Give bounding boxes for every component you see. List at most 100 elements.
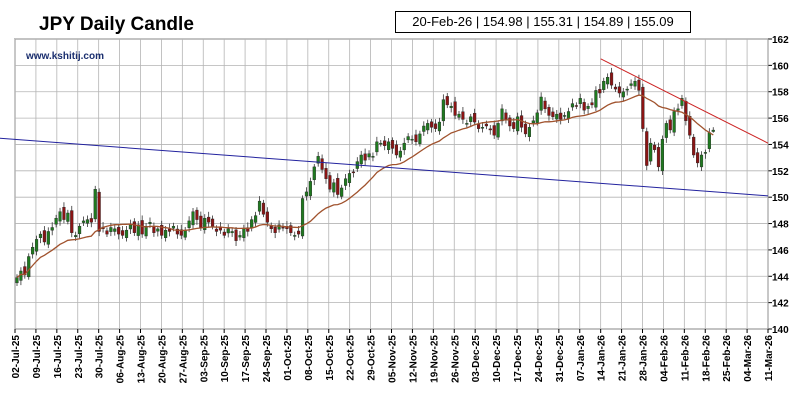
candle-body — [410, 138, 414, 141]
candle-body — [430, 121, 434, 128]
candle-body — [539, 96, 543, 111]
candle-body — [590, 102, 594, 106]
candle-body — [281, 226, 285, 229]
candle-body — [304, 191, 309, 197]
x-tick-label: 02-Jul-25 — [11, 335, 22, 379]
candle-body — [332, 182, 336, 193]
candle-body — [684, 100, 688, 121]
candle-body — [613, 86, 618, 90]
x-tick-label: 01-Oct-25 — [283, 335, 294, 381]
x-tick-label: 28-Jan-26 — [639, 335, 650, 382]
y-tick-label: 148 — [772, 220, 789, 231]
candle-body — [191, 211, 195, 226]
candle-body — [555, 113, 559, 120]
candle-body — [54, 218, 58, 225]
candle-body — [473, 112, 477, 123]
candle-body — [680, 98, 684, 106]
candle-body — [570, 103, 575, 108]
candle-body — [625, 88, 629, 91]
candle-body — [148, 222, 152, 224]
candle-body — [621, 91, 625, 98]
candle-body — [394, 144, 398, 156]
candle-body — [199, 215, 203, 228]
candle-body — [250, 219, 254, 229]
candle-body — [457, 113, 461, 118]
candle-body — [70, 210, 74, 233]
candle-body — [164, 229, 168, 238]
candle-body — [308, 181, 312, 197]
x-tick-label: 15-Oct-25 — [325, 335, 336, 381]
candle-body — [418, 133, 422, 144]
x-tick-label: 18-Feb-26 — [701, 335, 712, 382]
candle-body — [527, 127, 531, 137]
candle-body — [85, 219, 89, 224]
candle-body — [336, 178, 340, 195]
candle-body — [559, 112, 563, 120]
candle-body — [512, 122, 516, 129]
x-tick-label: 29-Oct-25 — [367, 335, 378, 381]
moving-average-line — [16, 94, 714, 279]
candle-body — [242, 228, 246, 238]
candle-body — [144, 225, 148, 237]
x-tick-label: 06-Aug-25 — [116, 335, 127, 384]
candle-body — [34, 239, 39, 252]
candle-body — [504, 112, 508, 120]
candle-body — [179, 229, 183, 236]
candle-body — [433, 123, 438, 129]
candle-body — [347, 173, 352, 183]
candle-body — [50, 227, 54, 231]
x-tick-label: 14-Jan-26 — [597, 335, 608, 382]
candle-body — [656, 147, 661, 168]
candle-body — [152, 226, 156, 233]
support-trendline — [0, 137, 769, 197]
candle-body — [649, 142, 653, 162]
candle-body — [203, 218, 207, 231]
candle-body — [128, 224, 133, 230]
candle-body — [230, 231, 234, 234]
candle-body — [629, 83, 633, 86]
x-tick-label: 03-Sep-25 — [199, 335, 210, 383]
x-tick-label: 22-Oct-25 — [346, 335, 357, 381]
x-tick-label: 03-Dec-25 — [471, 335, 482, 383]
candle-body — [492, 125, 496, 136]
candle-body — [124, 229, 129, 238]
candle-body — [449, 106, 453, 108]
candle-body — [390, 140, 395, 149]
x-tick-label: 31-Dec-25 — [555, 335, 566, 383]
x-tick-label: 04-Feb-26 — [659, 335, 670, 382]
x-tick-label: 12-Nov-25 — [408, 335, 419, 383]
candle-body — [660, 138, 664, 172]
candle-body — [183, 229, 187, 238]
last-bar-readout: 20-Feb-26 | 154.98 | 155.31 | 154.89 | 1… — [395, 11, 691, 33]
candle-body — [265, 211, 269, 223]
candle-body — [343, 178, 348, 186]
y-tick-label: 152 — [772, 167, 789, 178]
x-tick-label: 25-Feb-26 — [722, 335, 733, 382]
candle-body — [340, 187, 344, 197]
candle-body — [508, 117, 512, 127]
candle-body — [78, 225, 82, 235]
x-tick-label: 08-Oct-25 — [304, 335, 315, 381]
x-tick-label: 20-Aug-25 — [157, 335, 168, 384]
candle-body — [273, 227, 277, 233]
candle-body — [703, 152, 707, 154]
chart-title: JPY Daily Candle — [39, 14, 194, 35]
candle-body — [496, 123, 500, 138]
x-tick-label: 05-Nov-25 — [388, 335, 399, 383]
candle-body — [214, 228, 219, 232]
candle-body — [574, 105, 578, 107]
candle-body — [293, 235, 297, 237]
candle-body — [445, 96, 449, 106]
candle-body — [437, 121, 442, 132]
y-tick-label: 150 — [772, 193, 789, 204]
x-tick-label: 10-Dec-25 — [492, 335, 503, 383]
x-tick-label: 26-Nov-25 — [450, 335, 461, 383]
candle-body — [140, 220, 144, 235]
candle-body — [277, 224, 281, 230]
resistance-trendline — [600, 58, 769, 144]
y-tick-label: 146 — [772, 246, 789, 257]
x-tick-label: 24-Sep-25 — [262, 335, 273, 383]
candle-body — [109, 227, 113, 232]
x-tick-label: 13-Aug-25 — [137, 335, 148, 384]
candle-body — [578, 98, 582, 105]
